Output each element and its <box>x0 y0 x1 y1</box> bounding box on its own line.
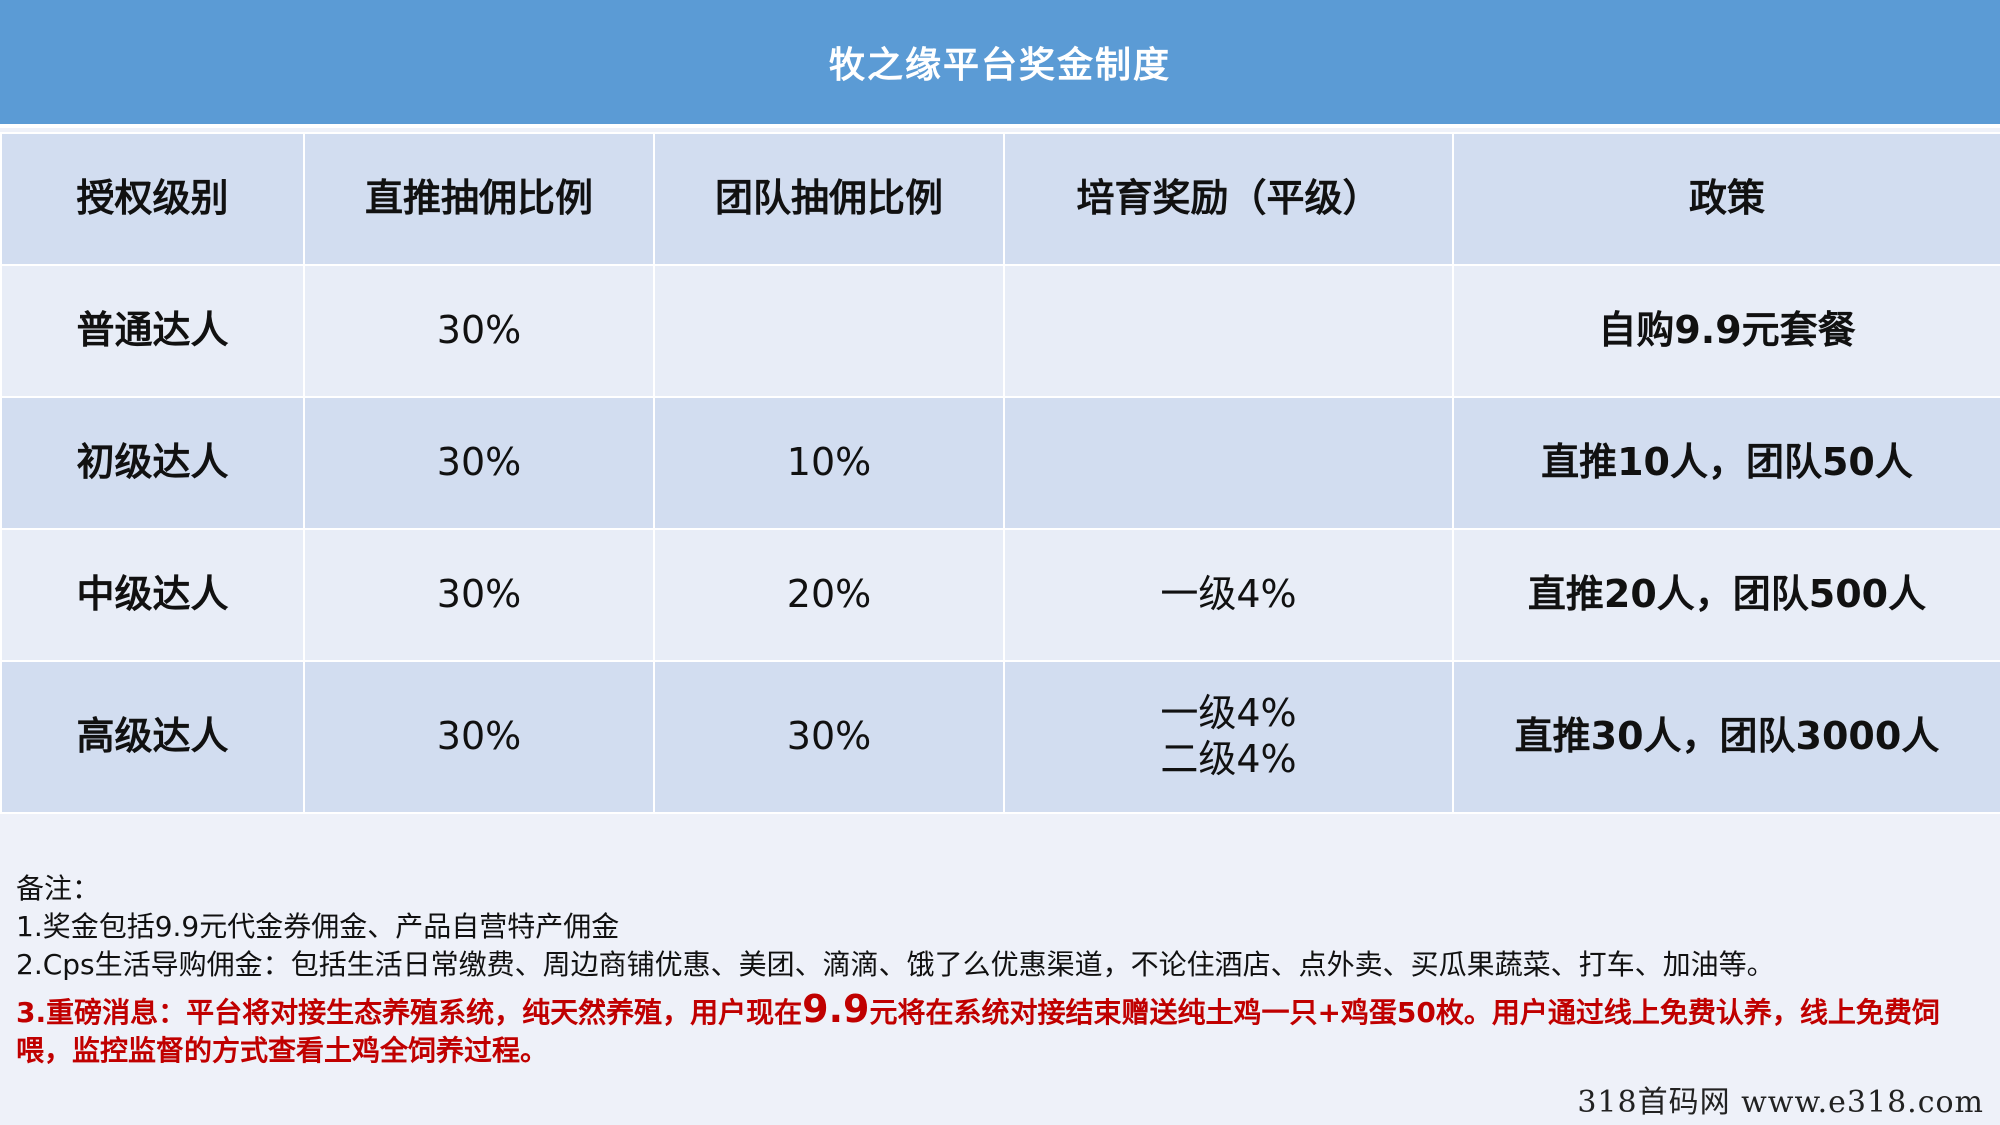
cell-direct-rate: 30% <box>303 528 655 662</box>
cell-direct-rate: 30% <box>303 264 655 398</box>
header-policy: 政策 <box>1452 132 2000 266</box>
table-row: 初级达人 30% 10% 直推10人，团队50人 <box>0 396 2000 530</box>
notes-heading: 备注： <box>16 872 101 905</box>
nurture-line: 一级4% <box>1160 691 1297 736</box>
notes-section: 备注： 1.奖金包括9.9元代金券佣金、产品自营特产佣金 2.Cps生活导购佣金… <box>16 870 1986 1070</box>
cell-team-rate: 20% <box>653 528 1005 662</box>
nurture-line: 一级4% <box>1160 572 1297 617</box>
cell-policy: 直推30人，团队3000人 <box>1452 660 2000 814</box>
cell-policy: 直推20人，团队500人 <box>1452 528 2000 662</box>
title-bar: 牧之缘平台奖金制度 <box>0 0 2000 128</box>
page-title: 牧之缘平台奖金制度 <box>828 45 1171 86</box>
table-row: 高级达人 30% 30% 一级4% 二级4% 直推30人，团队3000人 <box>0 660 2000 814</box>
cell-level: 普通达人 <box>0 264 305 398</box>
nurture-line: 二级4% <box>1160 737 1297 781</box>
note-line-2: 2.Cps生活导购佣金：包括生活日常缴费、周边商铺优惠、美团、滴滴、饿了么优惠渠… <box>16 948 1775 981</box>
header-direct-rate: 直推抽佣比例 <box>303 132 655 266</box>
cell-nurture <box>1003 264 1454 398</box>
table-row: 普通达人 30% 自购9.9元套餐 <box>0 264 2000 398</box>
cell-nurture: 一级4% 二级4% <box>1003 660 1454 814</box>
table-row: 中级达人 30% 20% 一级4% 直推20人，团队500人 <box>0 528 2000 662</box>
cell-policy: 自购9.9元套餐 <box>1452 264 2000 398</box>
cell-direct-rate: 30% <box>303 660 655 814</box>
cell-direct-rate: 30% <box>303 396 655 530</box>
note-line-3-text-a: 3.重磅消息：平台将对接生态养殖系统，纯天然养殖，用户现在 <box>16 996 803 1029</box>
header-team-rate: 团队抽佣比例 <box>653 132 1005 266</box>
cell-nurture: 一级4% <box>1003 528 1454 662</box>
cell-team-rate: 30% <box>653 660 1005 814</box>
cell-level: 初级达人 <box>0 396 305 530</box>
note-line-3-price: 9.9 <box>802 987 870 1031</box>
note-line-3-text-b: 元将在系统对接结束赠送纯土鸡一只+鸡蛋50枚。用户通过线上免费认养，线上免费饲喂… <box>16 996 1940 1067</box>
watermark: 318首码网 www.e318.com <box>1577 1085 1984 1120</box>
cell-team-rate: 10% <box>653 396 1005 530</box>
cell-nurture <box>1003 396 1454 530</box>
table-header-row: 授权级别 直推抽佣比例 团队抽佣比例 培育奖励（平级） 政策 <box>0 132 2000 266</box>
header-level: 授权级别 <box>0 132 305 266</box>
header-nurture-reward: 培育奖励（平级） <box>1003 132 1454 266</box>
bonus-table: 授权级别 直推抽佣比例 团队抽佣比例 培育奖励（平级） 政策 普通达人 30% … <box>0 132 2000 814</box>
cell-level: 中级达人 <box>0 528 305 662</box>
cell-policy: 直推10人，团队50人 <box>1452 396 2000 530</box>
note-line-1: 1.奖金包括9.9元代金券佣金、产品自营特产佣金 <box>16 910 620 943</box>
cell-team-rate <box>653 264 1005 398</box>
cell-level: 高级达人 <box>0 660 305 814</box>
note-line-3-highlight: 3.重磅消息：平台将对接生态养殖系统，纯天然养殖，用户现在9.9元将在系统对接结… <box>16 990 1986 1070</box>
